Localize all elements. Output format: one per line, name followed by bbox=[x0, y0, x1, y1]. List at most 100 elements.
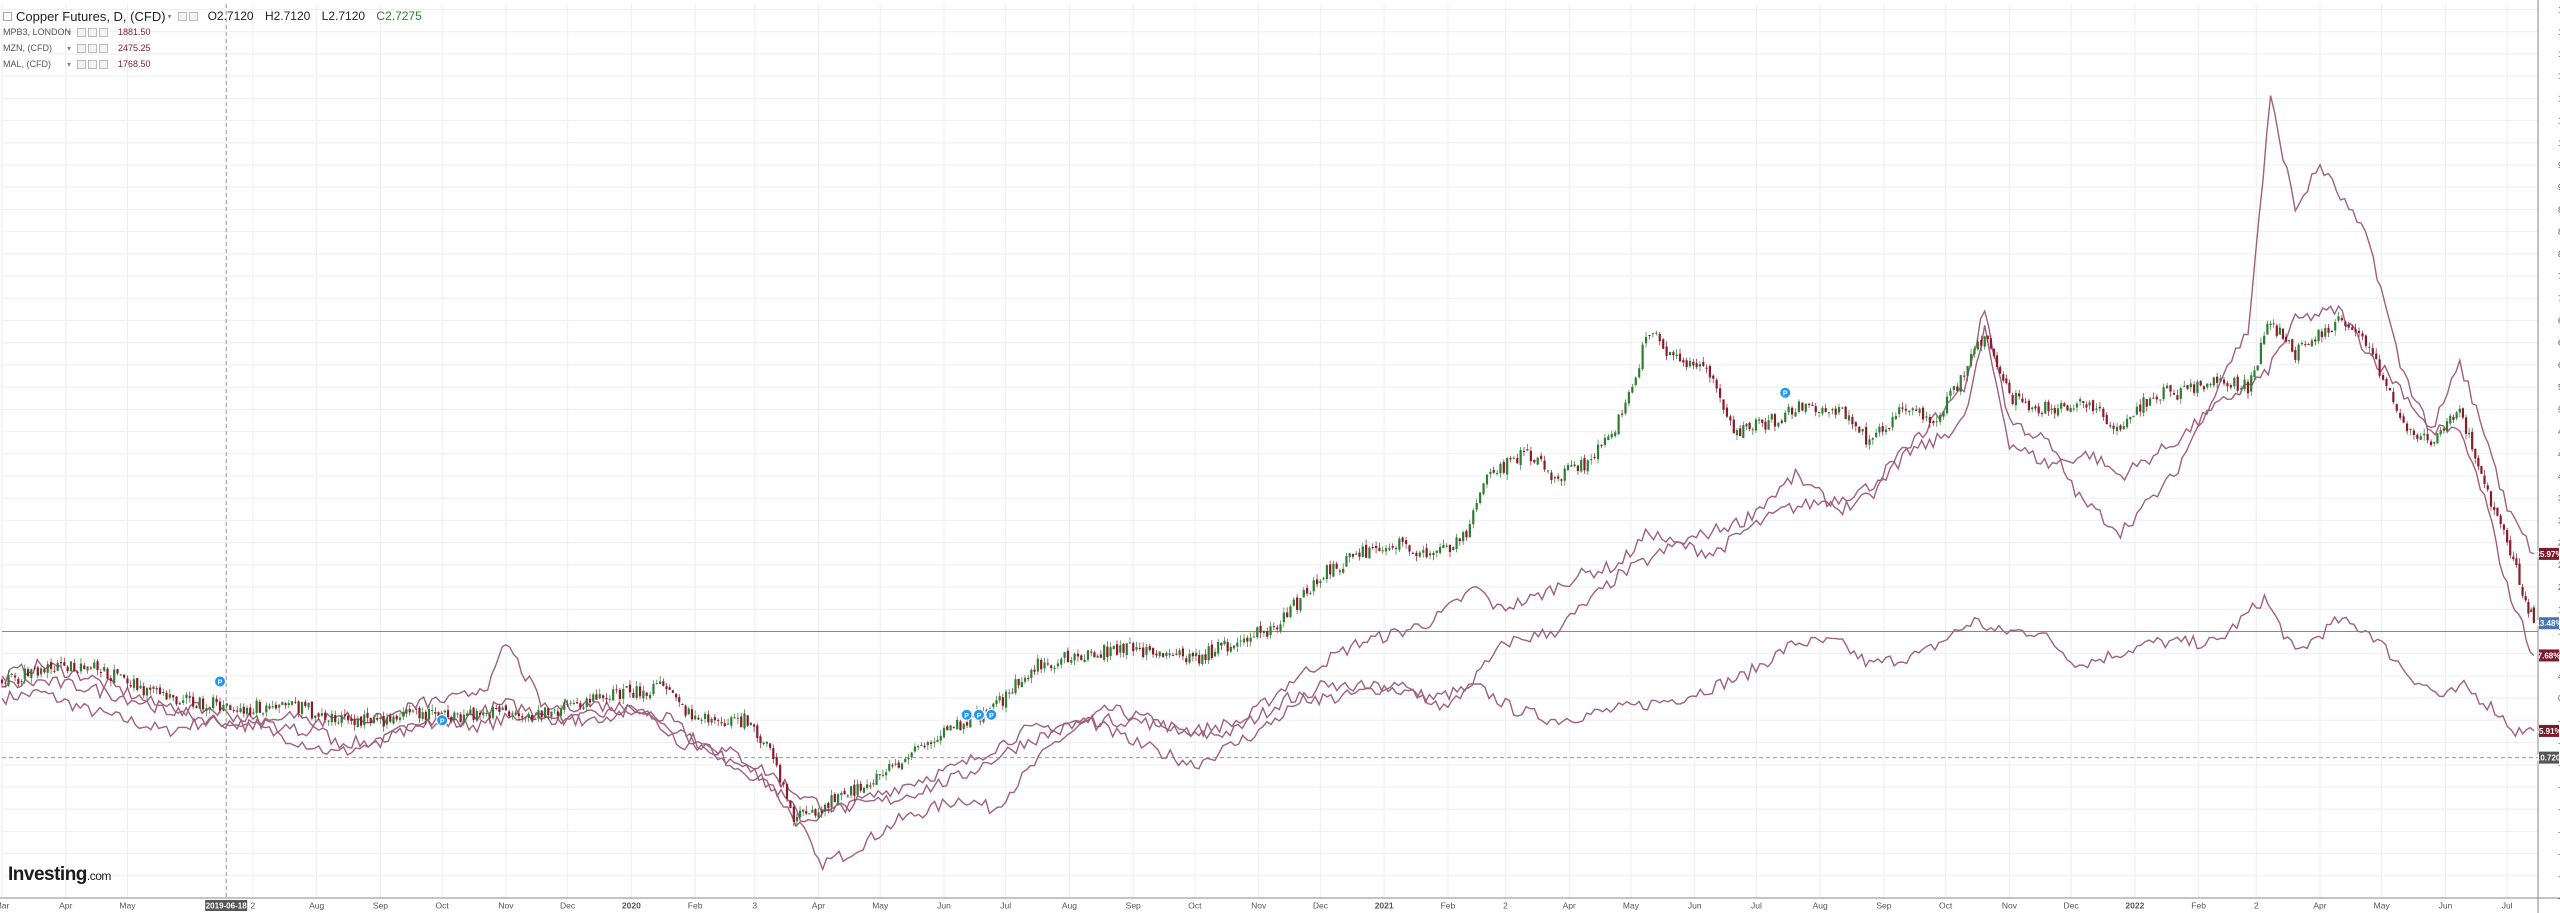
collapse-legend-icon[interactable] bbox=[3, 11, 12, 21]
candle-body bbox=[1921, 407, 1925, 420]
candle-body bbox=[2162, 387, 2165, 399]
candle-body bbox=[491, 707, 495, 718]
candle-body bbox=[1083, 659, 1086, 663]
candle-body bbox=[290, 701, 294, 705]
candle-body bbox=[93, 662, 96, 669]
overlay-series-line bbox=[1, 592, 2535, 872]
overlay-name[interactable]: MZN, (CFD) bbox=[3, 43, 52, 53]
candle-body bbox=[369, 717, 372, 724]
candle-body bbox=[2152, 397, 2155, 399]
candle-body bbox=[86, 666, 89, 671]
candle-body bbox=[398, 717, 402, 720]
candle-body bbox=[73, 662, 76, 672]
candle-body bbox=[1949, 390, 1952, 397]
candle-body bbox=[1043, 662, 1046, 669]
candle-body bbox=[1017, 678, 1020, 686]
y-tick-label: 16.00% bbox=[2558, 604, 2560, 614]
visibility-icon[interactable] bbox=[77, 43, 87, 53]
candle-body bbox=[1289, 606, 1292, 618]
candle-body bbox=[2189, 383, 2192, 388]
visibility-icon[interactable] bbox=[77, 59, 87, 69]
candle-body bbox=[1617, 414, 1620, 435]
candle-body bbox=[1854, 422, 1857, 427]
candle-body bbox=[602, 695, 605, 699]
candle-body bbox=[249, 707, 252, 716]
candle-body bbox=[2066, 405, 2069, 411]
candle-body bbox=[1296, 597, 1299, 610]
remove-icon[interactable] bbox=[99, 43, 109, 53]
candle-body bbox=[582, 707, 585, 709]
candle-body bbox=[1516, 457, 1519, 464]
settings-icon[interactable] bbox=[88, 59, 98, 69]
candle-body bbox=[1374, 545, 1378, 549]
candle-body bbox=[1692, 361, 1695, 366]
candle-body bbox=[517, 713, 521, 717]
candle-body bbox=[1148, 646, 1151, 651]
candle-body bbox=[524, 716, 527, 719]
candle-body bbox=[63, 662, 66, 666]
candle-body bbox=[1715, 379, 1718, 389]
candle-body bbox=[33, 668, 36, 670]
candle-body bbox=[1499, 463, 1502, 474]
candle-body bbox=[1368, 547, 1371, 559]
candle-body bbox=[2031, 407, 2034, 410]
candle-body bbox=[2357, 330, 2361, 333]
investing-logo[interactable]: Investing.com bbox=[8, 864, 111, 886]
candle-body bbox=[772, 748, 775, 760]
candle-body bbox=[281, 701, 284, 705]
chevron-down-icon[interactable]: ▾ bbox=[67, 27, 72, 37]
visibility-icon[interactable] bbox=[77, 27, 87, 37]
candle-body bbox=[2021, 398, 2024, 403]
candle-body bbox=[1875, 432, 1878, 437]
candle-body bbox=[1698, 364, 1702, 367]
y-tick-label: 48.00% bbox=[2558, 427, 2560, 437]
overlay-name[interactable]: MAL, (CFD) bbox=[3, 59, 51, 69]
visibility-icon[interactable] bbox=[177, 11, 187, 21]
candle-body bbox=[952, 727, 955, 729]
candle-body bbox=[1408, 545, 1411, 552]
remove-icon[interactable] bbox=[99, 27, 109, 37]
candle-body bbox=[1422, 550, 1425, 553]
settings-icon[interactable] bbox=[188, 11, 198, 21]
candle-body bbox=[817, 812, 820, 818]
candle-body bbox=[236, 710, 239, 712]
candle-body bbox=[1125, 643, 1128, 656]
candle-body bbox=[1871, 438, 1874, 440]
candle-body bbox=[1381, 550, 1384, 552]
candle-body bbox=[1462, 532, 1465, 542]
candle-body bbox=[700, 719, 703, 721]
candle-body bbox=[1322, 578, 1325, 580]
overlay-name[interactable]: MPB3, LONDON bbox=[3, 27, 72, 37]
candle-body bbox=[1614, 432, 1617, 437]
candle-body bbox=[2037, 406, 2040, 414]
candle-body bbox=[2216, 376, 2219, 383]
candle-body bbox=[2395, 404, 2398, 411]
remove-icon[interactable] bbox=[99, 59, 109, 69]
chevron-down-icon[interactable]: ▾ bbox=[167, 11, 172, 21]
settings-icon[interactable] bbox=[88, 43, 98, 53]
candle-body bbox=[1651, 333, 1655, 335]
candle-body bbox=[1404, 540, 1408, 544]
candle-body bbox=[1030, 669, 1033, 678]
x-tick-label: Apr bbox=[1563, 901, 1576, 911]
candle-body bbox=[929, 742, 933, 745]
chevron-down-icon[interactable]: ▾ bbox=[67, 59, 72, 69]
legend-symbol-name[interactable]: Copper Futures, D, (CFD) bbox=[16, 8, 166, 24]
candle-body bbox=[1073, 653, 1076, 661]
price-badge-label: -10.7206 bbox=[2533, 754, 2560, 763]
candle-body bbox=[1236, 642, 1239, 647]
candle-body bbox=[2206, 383, 2209, 388]
candle-body bbox=[1911, 408, 1914, 411]
settings-icon[interactable] bbox=[88, 27, 98, 37]
candle-body bbox=[472, 707, 475, 720]
candle-body bbox=[1099, 654, 1103, 658]
candle-body bbox=[284, 703, 287, 706]
candle-body bbox=[717, 719, 720, 721]
chevron-down-icon[interactable]: ▾ bbox=[67, 43, 72, 53]
candle-body bbox=[655, 683, 658, 685]
candle-body bbox=[1553, 477, 1556, 479]
y-tick-label: 20.00% bbox=[2558, 582, 2560, 592]
candle-body bbox=[2515, 558, 2518, 565]
candle-body bbox=[1014, 679, 1017, 694]
